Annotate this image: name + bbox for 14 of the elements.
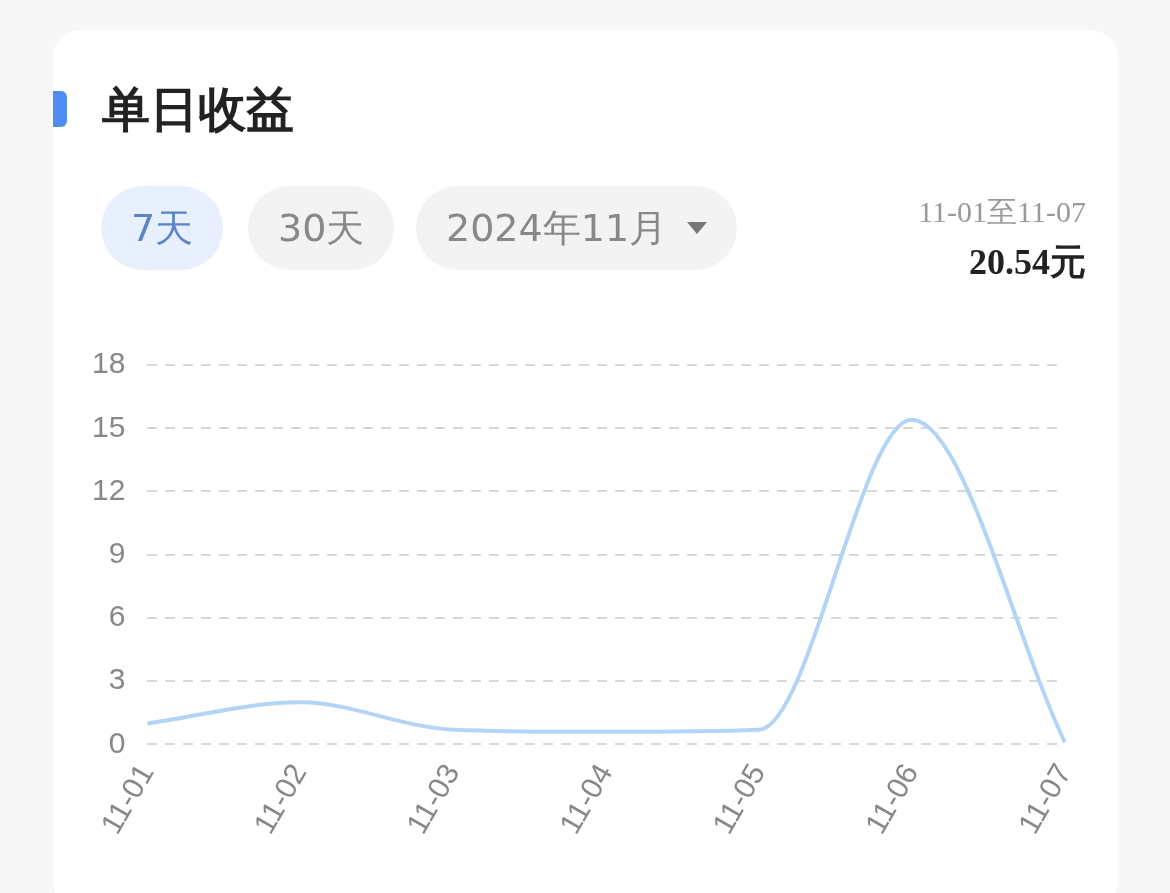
text: 7天 [131,204,194,252]
text: 2024年11月 [446,204,668,252]
y-tick-label: 0 [108,725,126,759]
chart-title: 单日收益 [102,80,294,139]
text: 11-01至11-07 [918,194,1086,230]
y-tick-label: 12 [91,472,126,506]
y-tick-label: 3 [108,662,126,696]
y-tick-label: 9 [108,536,126,570]
y-tick-label: 6 [108,599,126,633]
y-tick-label: 15 [91,409,126,443]
text: 20.54元 [969,241,1086,284]
text: 30天 [278,204,365,252]
line-series [145,417,1067,745]
y-tick-label: 18 [91,346,126,380]
